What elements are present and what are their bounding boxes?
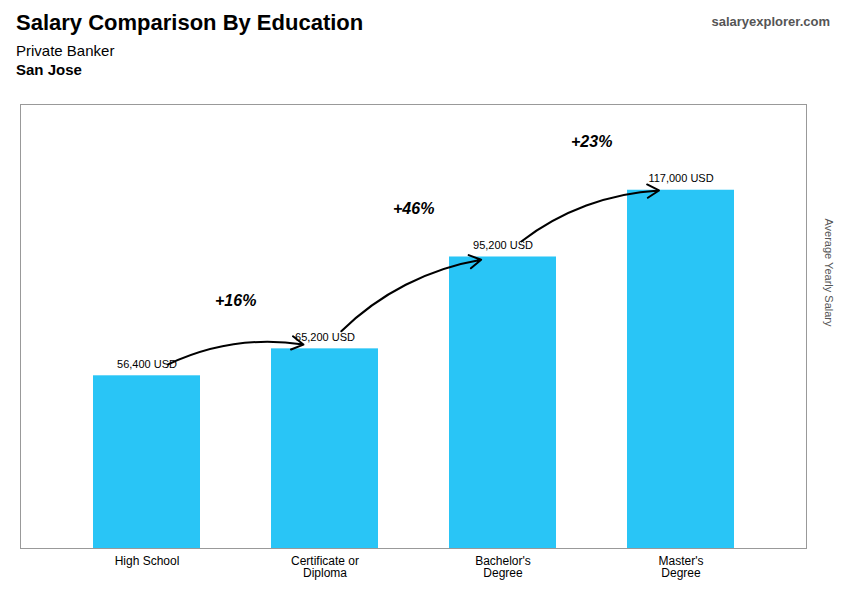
- svg-text:56,400 USD: 56,400 USD: [117, 357, 177, 370]
- svg-text:117,000 USD: 117,000 USD: [648, 172, 713, 184]
- svg-text:Average Yearly Salary: Average Yearly Salary: [823, 218, 835, 327]
- html-text:Salary Comparison By Education: Salary Comparison By Education: [16, 10, 364, 35]
- svg-text:+23%: +23%: [571, 133, 612, 150]
- svg-text:Certificate orDiploma: Certificate orDiploma: [291, 554, 359, 580]
- svg-text:+16%: +16%: [215, 292, 256, 309]
- svg-text:+46%: +46%: [393, 200, 434, 217]
- html-text:San Jose: San Jose: [16, 61, 82, 78]
- svg-text:65,200 USD: 65,200 USD: [295, 331, 355, 343]
- html-text:Private Banker: Private Banker: [16, 42, 115, 59]
- svg-text:Master'sDegree: Master'sDegree: [659, 554, 704, 580]
- svg-text:High School: High School: [115, 554, 180, 568]
- svg-text:95,200 USD: 95,200 USD: [473, 239, 533, 251]
- svg-text:Bachelor'sDegree: Bachelor'sDegree: [475, 554, 531, 580]
- html-text:salaryexplorer.com: salaryexplorer.com: [711, 14, 830, 29]
